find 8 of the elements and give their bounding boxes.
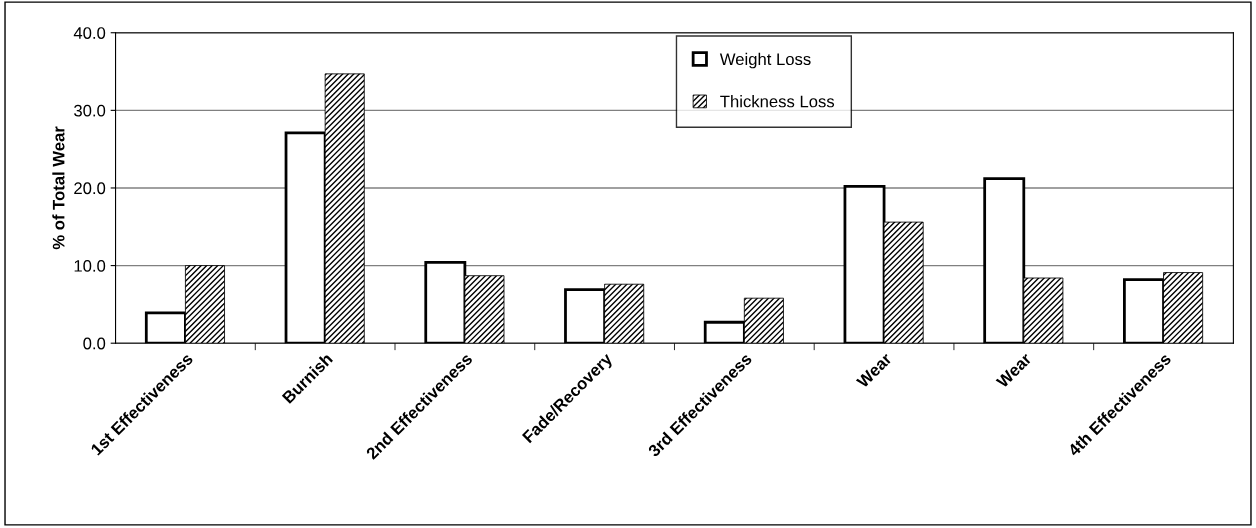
y-tick-label: 30.0: [74, 104, 106, 117]
legend-label: Weight Loss: [719, 52, 811, 69]
y-tick-label: 10.0: [74, 259, 106, 272]
y-tick-label: 0.0: [83, 337, 106, 350]
legend-label: Thickness Loss: [720, 95, 835, 108]
y-tick-label: 40.0: [73, 27, 106, 39]
y-axis-title: % of Total Wear: [52, 126, 65, 250]
y-tick-label: 20.0: [74, 182, 106, 195]
